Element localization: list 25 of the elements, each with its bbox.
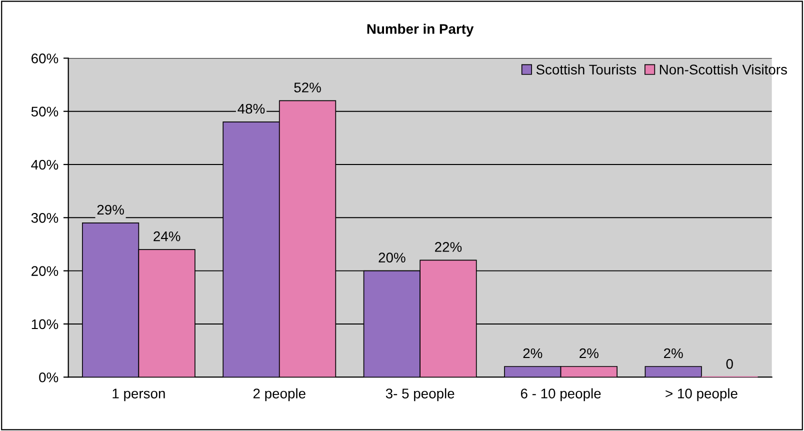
y-tick-label: 10% <box>32 319 58 330</box>
x-tick-label: 1 person <box>112 388 165 402</box>
data-label: 2% <box>580 348 598 358</box>
data-label: 0 <box>726 358 733 369</box>
data-label: 48% <box>238 104 265 114</box>
data-label: 52% <box>294 82 321 92</box>
y-tick-label: 20% <box>32 266 58 276</box>
x-tick-label: 6 - 10 people <box>520 388 601 402</box>
data-label: 22% <box>435 242 462 252</box>
x-tick-label: 2 people <box>253 388 306 402</box>
data-label: 24% <box>154 231 180 242</box>
chart-title: Number in Party <box>367 24 474 37</box>
y-tick-label: 60% <box>32 54 58 64</box>
legend-label: Non-Scottish Visitors <box>660 64 787 75</box>
data-label: 20% <box>378 252 406 263</box>
y-tick-label: 0% <box>39 372 58 382</box>
data-label: 2% <box>664 348 683 358</box>
x-tick-label: > 10 people <box>666 388 738 402</box>
legend-label: Scottish Tourists <box>536 64 636 75</box>
y-tick-label: 50% <box>31 106 58 117</box>
data-label: 29% <box>97 204 124 215</box>
y-tick-label: 30% <box>31 212 58 223</box>
y-tick-label: 40% <box>31 160 58 170</box>
data-label: 2% <box>523 348 542 358</box>
x-tick-label: 3- 5 people <box>386 388 454 402</box>
